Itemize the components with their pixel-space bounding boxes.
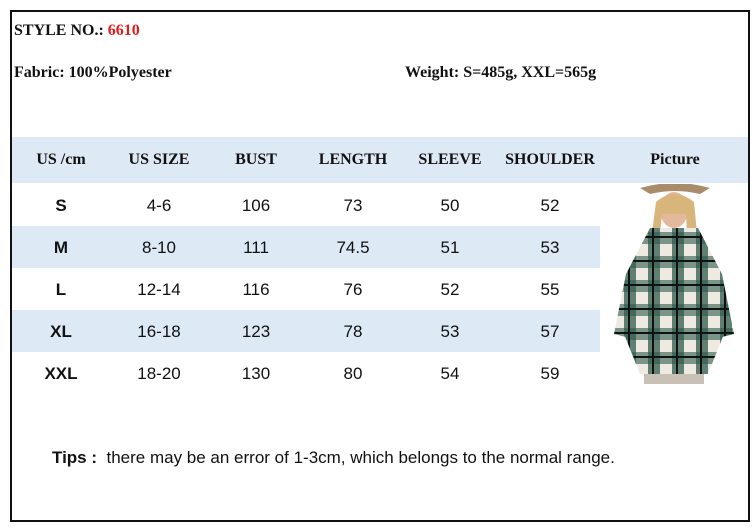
header-us-size: US SIZE (128, 151, 190, 168)
cell-sleeve: 50 (440, 196, 460, 215)
weight-info: Weight: S=485g, XXL=565g (405, 64, 597, 81)
cell-us-size: 8-10 (141, 238, 177, 257)
cell-bust: 123 (241, 322, 271, 341)
cell-shoulder: 52 (540, 196, 560, 215)
cell-length: 78 (343, 322, 363, 341)
cell-shoulder: 55 (540, 280, 560, 299)
cell-us-size: 4-6 (146, 196, 172, 215)
cell-length: 76 (343, 280, 363, 299)
header-us-cm: US /cm (36, 151, 86, 168)
cell-us-size: 18-20 (137, 364, 181, 383)
cell-sleeve: 51 (440, 238, 460, 257)
cell-us-cm: XXL (44, 364, 78, 383)
cell-length: 80 (343, 364, 363, 383)
style-number: STYLE NO.: 6610 (14, 22, 140, 40)
cell-sleeve: 53 (440, 322, 460, 341)
cell-length: 74.5 (336, 238, 370, 257)
cell-sleeve: 52 (440, 280, 460, 299)
product-picture (600, 183, 748, 384)
cell-shoulder: 59 (540, 364, 560, 383)
table-row: XL 16-18 123 78 53 57 (12, 310, 600, 352)
style-label: STYLE NO.: (14, 22, 104, 39)
cell-us-cm: XL (50, 322, 72, 341)
cell-us-size: 12-14 (137, 280, 181, 299)
cell-sleeve: 54 (440, 364, 460, 383)
header-sleeve: SLEEVE (418, 151, 482, 168)
plaid-jacket-image (600, 183, 748, 384)
cell-us-cm: S (55, 196, 67, 215)
tips-note: Tips : there may be an error of 1-3cm, w… (52, 448, 615, 468)
header-shoulder: SHOULDER (505, 151, 595, 168)
table-row: S 4-6 106 73 50 52 (12, 184, 600, 226)
cell-us-cm: M (53, 238, 69, 257)
tips-text: there may be an error of 1-3cm, which be… (106, 448, 615, 467)
table-row: M 8-10 111 74.5 51 53 (12, 226, 600, 268)
cell-shoulder: 57 (540, 322, 560, 341)
table-row: XXL 18-20 130 80 54 59 (12, 352, 600, 394)
header-length: LENGTH (318, 151, 388, 168)
table-row: L 12-14 116 76 52 55 (12, 268, 600, 310)
header-bust: BUST (235, 151, 277, 168)
cell-bust: 130 (241, 364, 271, 383)
header-picture: Picture (650, 151, 700, 168)
cell-us-cm: L (55, 280, 67, 299)
cell-shoulder: 53 (540, 238, 560, 257)
table-header (12, 137, 748, 183)
cell-us-size: 16-18 (137, 322, 181, 341)
cell-bust: 106 (241, 196, 271, 215)
cell-length: 73 (343, 196, 363, 215)
fabric-info: Fabric: 100%Polyester (14, 64, 172, 81)
cell-bust: 116 (242, 280, 270, 299)
cell-bust: 111 (243, 238, 269, 257)
size-chart-frame (10, 10, 750, 522)
style-number-value: 6610 (107, 22, 140, 39)
tips-label: Tips : (52, 448, 98, 467)
